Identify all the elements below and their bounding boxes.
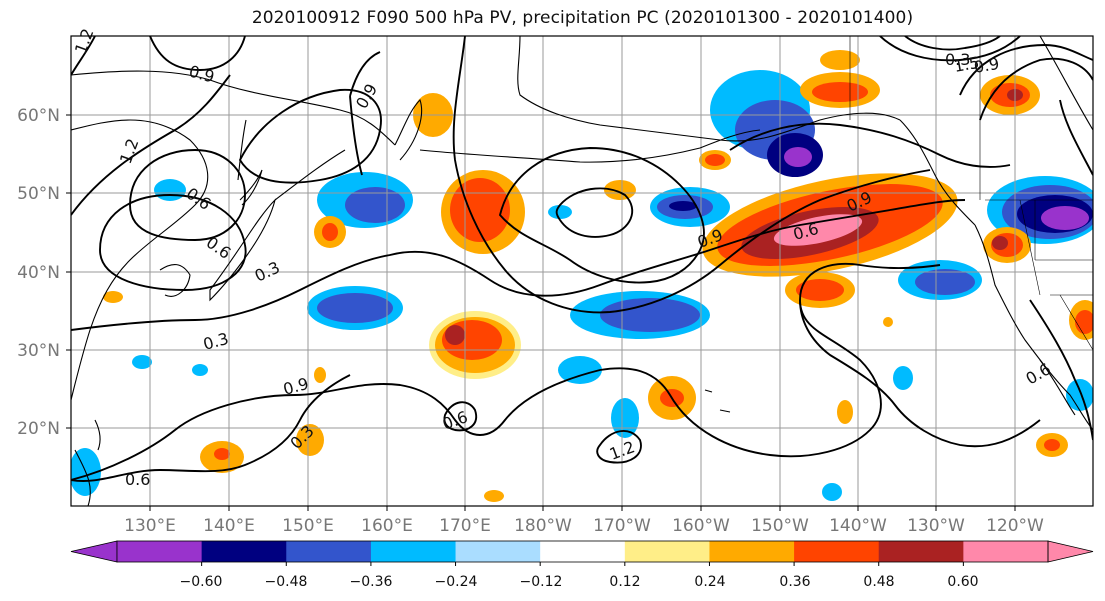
axis-ticks [66,114,1016,511]
lon-label: 140°W [829,516,887,536]
lon-label: 120°W [986,516,1044,536]
colorbar-segment [794,541,880,562]
pv-contours [71,36,1093,482]
colorbar-tick-label: 0.36 [779,574,810,590]
lat-label: 20°N [17,419,60,439]
lat-label: 30°N [17,341,60,361]
colorbar-ticks [201,562,964,566]
colorbar-segment [709,541,795,562]
colorbar-extend-low [70,540,118,563]
colorbar: −0.60 −0.48 −0.36 −0.24 −0.12 0.12 0.24 … [70,540,1094,590]
lat-label: 60°N [17,106,60,126]
contour-label: 0.9 [972,54,1000,77]
lat-label: 50°N [17,184,60,204]
colorbar-tick-labels: −0.60 −0.48 −0.36 −0.24 −0.12 0.12 0.24 … [180,574,979,590]
colorbar-tick-label: 0.48 [863,574,894,590]
map-frame [70,35,1094,507]
colorbar-segment [963,541,1049,562]
colorbar-segment [540,541,626,562]
lon-label: 180°W [514,516,572,536]
colorbar-extend-high [1047,540,1094,563]
colorbar-tick-label: 0.12 [609,574,640,590]
lon-label: 160°E [361,516,413,536]
lat-label: 40°N [17,263,60,283]
lon-label: 150°W [751,516,809,536]
map-gridlines [71,36,1093,506]
lon-label: 140°E [203,516,255,536]
contour-label: 0.3 [945,50,970,69]
lon-label: 170°E [439,516,491,536]
contour-label: 1.5 [952,53,980,76]
lon-label: 130°E [124,516,176,536]
colorbar-tick-label: −0.60 [180,574,223,590]
colorbar-segment [286,541,372,562]
colorbar-segment [370,541,457,562]
colorbar-segment [117,541,203,562]
colorbar-tick-label: −0.12 [520,574,563,590]
contour-label: 0.6 [125,470,150,489]
lon-label: 130°W [907,516,965,536]
colorbar-segment [878,541,964,562]
colorbar-tick-label: −0.36 [350,574,393,590]
lon-label: 160°W [672,516,730,536]
colorbar-tick-label: 0.24 [694,574,725,590]
longitude-labels: 130°E 140°E 150°E 160°E 170°E 180°W 170°… [124,516,1044,536]
map-title: 2020100912 F090 500 hPa PV, precipitatio… [251,8,914,28]
lon-label: 150°E [282,516,334,536]
colorbar-frame [116,540,1049,563]
colorbar-segment [201,541,287,562]
colorbar-segment [455,541,541,562]
colorbar-tick-label: −0.24 [435,574,478,590]
colorbar-tick-label: −0.48 [265,574,308,590]
latitude-labels: 60°N 50°N 40°N 30°N 20°N [17,106,60,439]
political-borders [849,36,1093,351]
colorbar-tick-label: 0.60 [947,574,978,590]
colorbar-segment [624,541,710,562]
lon-label: 170°W [593,516,651,536]
colorbar-segments [70,540,1094,563]
coastlines [71,36,1093,506]
